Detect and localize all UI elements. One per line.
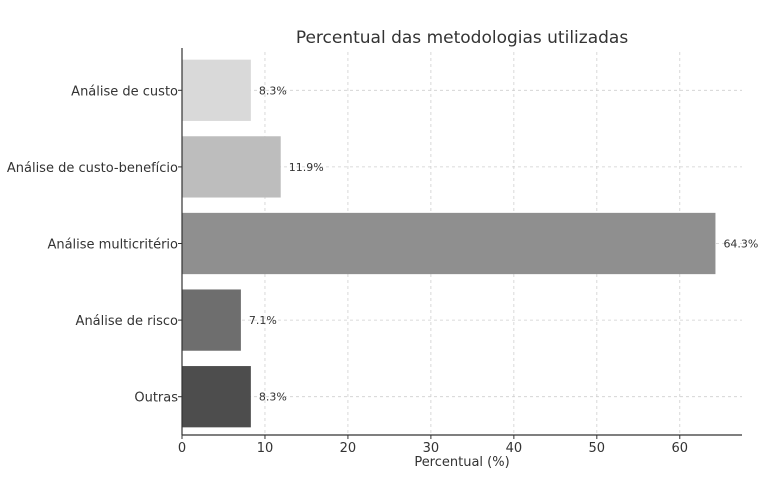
x-tick-label-0: 0 [178,441,186,456]
data-label-3: 7.1% [249,314,277,327]
category-label-1: Análise de custo-benefício [7,161,178,176]
bar-layer: 8.3% 11.9% 64.3% 7.1% 8.3% [182,59,758,428]
x-tick-label-2: 20 [340,441,357,456]
data-label-4: 8.3% [259,391,287,404]
x-tick-label-1: 10 [257,441,274,456]
x-axis-label: Percentual (%) [414,455,509,470]
axis-layer: Análise de custo Análise de custo-benefíc… [7,48,742,456]
category-label-0: Análise de custo [71,84,178,99]
bar-3 [182,289,241,351]
data-label-1: 11.9% [289,161,324,174]
data-label-0: 8.3% [259,84,287,97]
grid-layer [182,52,742,435]
x-tick-label-3: 30 [423,441,440,456]
category-label-4: Outras [134,391,178,406]
bar-4 [182,366,251,428]
category-label-2: Análise multicritério [47,238,178,253]
x-tick-label-6: 60 [672,441,689,456]
bar-1 [182,136,281,198]
bar-2 [182,212,716,275]
x-tick-label-4: 40 [506,441,523,456]
bar-0 [182,59,251,121]
chart-title: Percentual das metodologias utilizadas [296,28,629,48]
category-label-3: Análise de risco [76,314,178,329]
x-tick-label-5: 50 [589,441,606,456]
data-label-2: 64.3% [723,238,758,251]
